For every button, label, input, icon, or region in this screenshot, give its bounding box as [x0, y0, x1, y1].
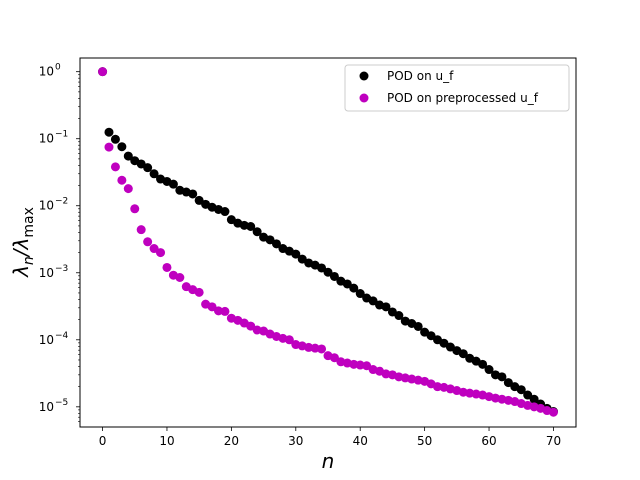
- data-point: [104, 127, 114, 137]
- data-point: [149, 169, 159, 179]
- y-tick-exponent: −5: [55, 398, 68, 408]
- data-point: [516, 385, 526, 395]
- data-point: [426, 331, 436, 341]
- x-tick-label: 70: [546, 434, 561, 448]
- x-tick-label: 60: [481, 434, 496, 448]
- data-point: [156, 248, 166, 258]
- legend-box: [344, 64, 570, 112]
- y-tick-exponent: −2: [55, 197, 68, 207]
- legend-marker: [359, 93, 369, 103]
- data-point: [123, 184, 133, 194]
- data-point: [297, 254, 307, 264]
- data-point: [329, 353, 339, 363]
- y-tick-label: 10: [39, 65, 54, 79]
- data-point: [497, 372, 507, 382]
- y-tick-label: 10: [39, 400, 54, 414]
- y-axis-title-divider: /λ: [9, 238, 33, 259]
- data-point: [484, 365, 494, 375]
- y-axis-title-max: max: [21, 207, 37, 238]
- data-point: [220, 306, 230, 316]
- data-point: [110, 134, 120, 144]
- y-tick-label: 10: [39, 132, 54, 146]
- data-point: [317, 263, 327, 273]
- data-point: [548, 407, 558, 417]
- legend-marker: [359, 71, 369, 81]
- y-tick-label: 10: [39, 266, 54, 280]
- data-point: [117, 175, 127, 185]
- x-axis-title: n: [322, 449, 335, 473]
- x-tick-label: 50: [417, 434, 432, 448]
- y-tick-exponent: −1: [55, 130, 68, 140]
- data-point: [323, 267, 333, 277]
- x-tick-label: 40: [353, 434, 368, 448]
- data-point: [271, 239, 281, 249]
- data-point: [136, 225, 146, 235]
- data-point: [458, 349, 468, 359]
- x-tick-label: 30: [288, 434, 303, 448]
- y-axis-title-subscript: n: [21, 256, 37, 265]
- x-tick-label: 20: [224, 434, 239, 448]
- data-point: [98, 67, 108, 77]
- data-point: [143, 163, 153, 173]
- data-points: [98, 67, 558, 417]
- data-point: [246, 222, 256, 231]
- y-tick-exponent: 0: [55, 63, 61, 73]
- data-point: [317, 344, 327, 354]
- data-point: [523, 390, 533, 400]
- y-tick-label: 10: [39, 333, 54, 347]
- x-axis-ticks: 0 10 20 30 40 50 60 70: [99, 427, 561, 448]
- data-point: [284, 335, 294, 345]
- y-axis-minor-ticks: [78, 74, 80, 422]
- x-tick-label: 10: [159, 434, 174, 448]
- data-point: [117, 142, 127, 152]
- data-point: [342, 279, 352, 289]
- data-point: [162, 262, 172, 272]
- y-tick-exponent: −4: [55, 331, 69, 341]
- data-point: [123, 151, 133, 161]
- data-point: [478, 359, 488, 369]
- data-point: [413, 321, 423, 331]
- data-point: [349, 283, 359, 293]
- data-point: [529, 394, 539, 404]
- data-point: [220, 207, 230, 217]
- data-point: [168, 179, 178, 189]
- data-point: [194, 287, 204, 297]
- data-point: [355, 289, 365, 299]
- data-point: [265, 235, 275, 245]
- y-tick-exponent: −3: [55, 264, 68, 274]
- data-point: [213, 306, 223, 316]
- data-point: [329, 271, 339, 281]
- data-point: [188, 189, 198, 199]
- plot-frame: [79, 57, 577, 428]
- y-axis-title-symbol: λ: [9, 265, 33, 278]
- data-point: [149, 244, 159, 254]
- data-point: [175, 273, 185, 282]
- data-point: [130, 204, 140, 214]
- data-point: [143, 237, 153, 247]
- y-axis-title: λn/λmax: [9, 207, 37, 278]
- x-tick-label: 0: [99, 434, 107, 448]
- data-point: [104, 142, 114, 152]
- legend-label: POD on preprocessed u_f: [387, 91, 539, 105]
- data-point: [503, 378, 513, 388]
- series-2: [98, 67, 558, 417]
- legend: POD on u_f POD on preprocessed u_f: [344, 64, 570, 112]
- data-point: [252, 227, 262, 237]
- data-point: [368, 296, 378, 306]
- data-point: [207, 302, 217, 312]
- data-point: [291, 249, 301, 259]
- legend-label: POD on u_f: [387, 69, 454, 83]
- y-tick-label: 10: [39, 199, 54, 213]
- data-point: [381, 302, 391, 312]
- data-point: [394, 311, 404, 321]
- data-point: [110, 162, 120, 172]
